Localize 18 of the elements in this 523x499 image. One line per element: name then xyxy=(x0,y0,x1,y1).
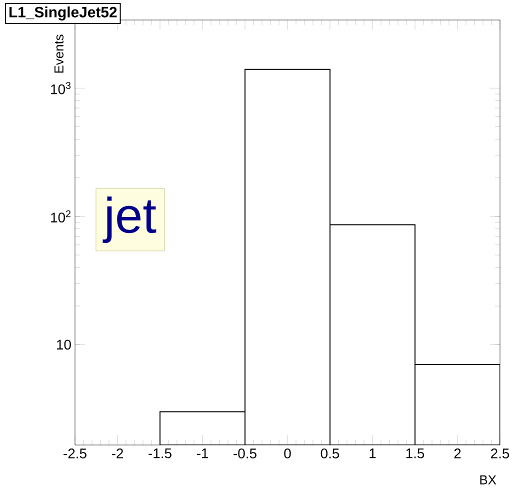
x-tick-label: 1.5 xyxy=(406,448,424,458)
x-axis-title: BX xyxy=(480,475,496,484)
x-tick-label: 2 xyxy=(454,448,461,458)
x-tick-label: -2.5 xyxy=(64,448,86,458)
x-tick-label: -1.5 xyxy=(148,448,172,458)
x-tick-label: -2 xyxy=(112,448,124,458)
x-tick-label: 0.5 xyxy=(320,448,340,458)
annotation: jet xyxy=(102,196,156,243)
y-tick-label: 10$^{3}$ xyxy=(51,82,71,94)
x-tick-label: 2.5 xyxy=(491,448,510,458)
y-axis-title: Events xyxy=(54,34,64,73)
x-tick-label: -0.5 xyxy=(234,448,256,458)
x-tick-label: 0 xyxy=(284,448,291,458)
y-tick-label: 10$^{2}$ xyxy=(51,210,70,222)
x-tick-label: 1 xyxy=(370,448,376,458)
chart-title: L1_SingleJet52 xyxy=(9,6,117,20)
x-tick-label: -1 xyxy=(196,448,208,458)
y-tick-label: 10 xyxy=(57,340,71,350)
